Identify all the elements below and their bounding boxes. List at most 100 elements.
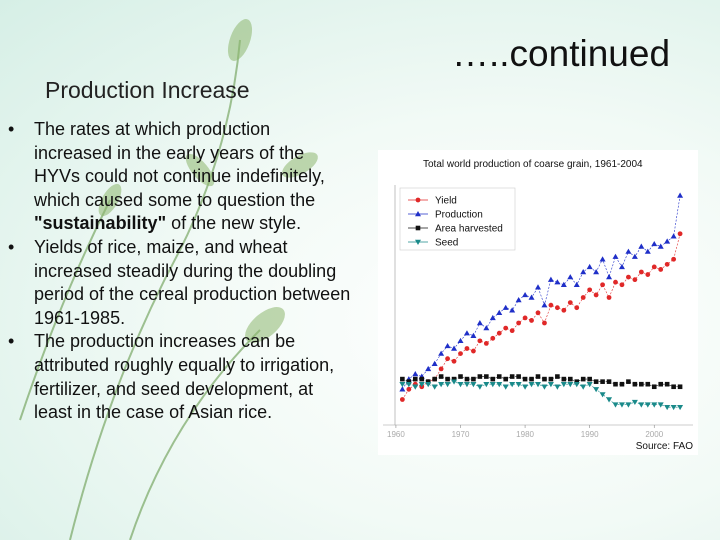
point <box>547 276 554 282</box>
point <box>677 231 683 237</box>
point <box>458 374 463 379</box>
point <box>600 282 605 288</box>
point <box>484 374 489 379</box>
point <box>574 379 580 384</box>
bullet: The rates at which production increased … <box>8 118 353 236</box>
point <box>515 382 522 388</box>
point <box>587 376 592 382</box>
point <box>541 384 548 390</box>
point <box>658 267 664 272</box>
point <box>477 338 483 344</box>
point <box>548 302 554 308</box>
bullet-list: The rates at which production increased … <box>8 118 353 425</box>
point <box>399 397 405 402</box>
point <box>632 381 638 387</box>
point <box>529 318 534 323</box>
bullet-text: The rates at which production increased … <box>34 119 325 210</box>
series <box>399 231 683 402</box>
legend-marker <box>415 197 421 203</box>
point <box>503 376 509 382</box>
point <box>471 348 476 354</box>
point <box>489 314 496 321</box>
point <box>561 376 567 382</box>
point <box>458 351 463 356</box>
point <box>496 382 503 388</box>
point <box>406 386 412 392</box>
point <box>529 376 534 382</box>
point <box>509 382 516 388</box>
point <box>490 335 496 341</box>
point <box>542 376 547 382</box>
point <box>476 384 483 390</box>
point <box>438 374 444 379</box>
x-tick-label: 1990 <box>581 430 599 439</box>
point <box>547 382 554 388</box>
point <box>606 274 613 280</box>
x-tick-label: 1960 <box>387 430 405 439</box>
point <box>451 358 457 364</box>
point <box>573 281 580 287</box>
point <box>631 253 638 259</box>
point <box>431 384 438 390</box>
point <box>528 382 535 388</box>
point <box>522 291 529 298</box>
point <box>651 240 658 247</box>
bold-text: "sustainability" <box>34 213 167 234</box>
point <box>593 387 600 393</box>
point <box>555 374 560 379</box>
point <box>625 248 632 254</box>
point <box>606 379 612 384</box>
point <box>631 399 638 406</box>
series <box>399 192 684 392</box>
legend-marker <box>415 211 421 217</box>
point <box>639 381 644 387</box>
point <box>400 376 405 382</box>
point <box>463 330 470 336</box>
point <box>522 376 528 382</box>
point <box>496 309 503 315</box>
point <box>548 376 554 382</box>
point <box>613 279 618 285</box>
point <box>412 376 418 382</box>
point <box>477 374 483 379</box>
point <box>444 342 451 349</box>
point <box>438 350 445 356</box>
point <box>445 376 450 382</box>
point <box>567 376 573 382</box>
legend-marker <box>415 239 421 245</box>
point <box>554 305 560 311</box>
legend-label: Seed <box>435 238 458 249</box>
point <box>638 402 645 408</box>
source: Source: FAO <box>636 441 693 452</box>
point <box>438 366 444 372</box>
point <box>445 356 450 362</box>
point <box>516 374 521 379</box>
point <box>483 382 490 388</box>
point <box>463 382 470 388</box>
point <box>509 374 515 379</box>
point <box>509 328 515 334</box>
point <box>625 402 632 408</box>
point <box>580 295 586 300</box>
point <box>606 295 612 300</box>
series <box>399 379 684 411</box>
point <box>522 315 528 321</box>
point <box>651 384 657 390</box>
legend-marker <box>415 225 421 231</box>
point <box>464 376 470 382</box>
x-tick-label: 2000 <box>645 430 663 439</box>
point <box>567 382 574 388</box>
point <box>542 320 547 326</box>
slide-heading: Production Increase <box>45 77 250 103</box>
legend-label: Area harvested <box>435 224 503 235</box>
point <box>425 382 432 388</box>
bullet: The production increases can be attribut… <box>8 330 353 424</box>
point <box>626 274 631 280</box>
point <box>451 345 458 351</box>
series-line <box>402 233 681 400</box>
point <box>671 256 677 262</box>
point <box>425 379 431 384</box>
point <box>670 233 677 239</box>
point <box>419 376 425 382</box>
